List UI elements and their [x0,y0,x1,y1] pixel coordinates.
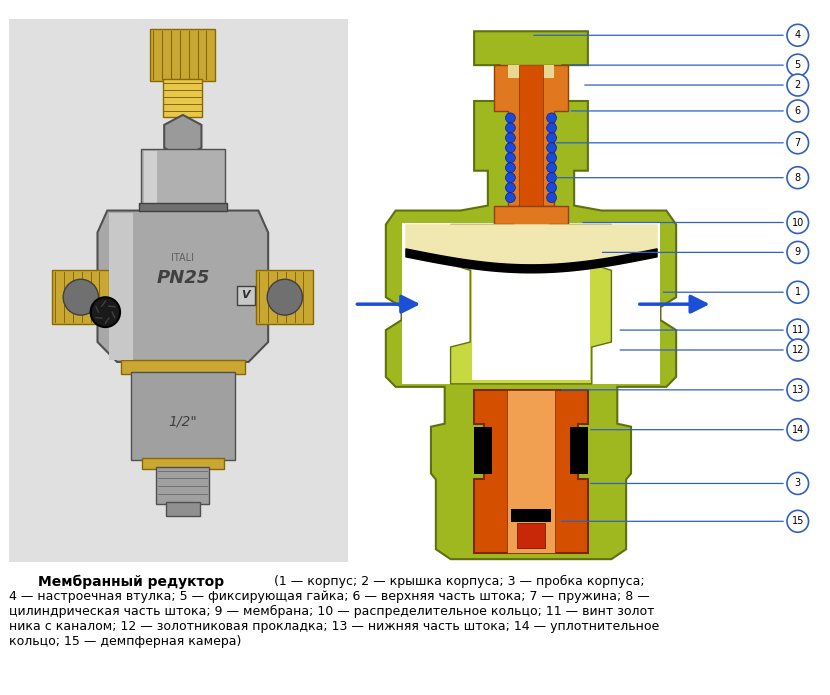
Circle shape [505,153,515,163]
Text: 6: 6 [794,106,801,116]
Bar [144,151,158,208]
Circle shape [505,163,515,172]
Bar [156,466,209,505]
Circle shape [787,379,808,401]
Circle shape [90,297,120,327]
Circle shape [547,113,556,123]
Polygon shape [97,211,268,362]
Circle shape [505,113,515,123]
Bar [164,79,203,117]
Text: 2: 2 [794,80,801,90]
Circle shape [787,473,808,494]
Bar [150,29,215,81]
Bar [121,360,245,374]
Bar [256,270,313,324]
Polygon shape [386,31,676,559]
Text: 1: 1 [794,287,801,297]
Circle shape [787,24,808,46]
Bar [110,213,133,360]
Circle shape [547,133,556,142]
Text: цилиндрическая часть штока; 9 — мембрана; 10 — распределительное кольцо; 11 — ви: цилиндрическая часть штока; 9 — мембрана… [9,605,655,618]
Text: 9: 9 [794,247,801,257]
Bar [520,65,543,213]
Circle shape [547,142,556,153]
Text: (1 — корпус; 2 — крышка корпуса; 3 — пробка корпуса;: (1 — корпус; 2 — крышка корпуса; 3 — про… [274,575,645,588]
Circle shape [787,100,808,122]
Bar [474,427,491,475]
Circle shape [505,142,515,153]
Circle shape [787,54,808,76]
Circle shape [547,123,556,133]
Text: 1/2": 1/2" [168,415,198,429]
Bar [9,19,348,562]
Text: 3: 3 [794,478,801,489]
Text: 15: 15 [792,516,804,526]
Polygon shape [402,222,661,384]
Circle shape [787,319,808,341]
Text: 12: 12 [792,345,804,355]
Circle shape [787,339,808,361]
Text: 14: 14 [792,425,804,434]
Text: 4: 4 [794,31,801,40]
Text: Мембранный редуктор: Мембранный редуктор [38,575,224,589]
Bar [166,502,199,516]
Circle shape [787,281,808,303]
Text: 7: 7 [794,138,801,148]
Polygon shape [494,65,569,206]
Bar [142,457,224,468]
Text: PN25: PN25 [156,269,209,287]
Circle shape [505,133,515,142]
Text: кольцо; 15 — демпферная камера): кольцо; 15 — демпферная камера) [9,635,242,648]
Circle shape [547,183,556,193]
Polygon shape [494,206,569,232]
Circle shape [787,241,808,263]
Bar [517,523,544,548]
Bar [507,390,554,553]
Circle shape [267,279,302,315]
Text: V: V [242,291,250,300]
Circle shape [505,183,515,193]
Bar [511,509,550,523]
Text: ника с каналом; 12 — золотниковая прокладка; 13 — нижняя часть штока; 14 — уплот: ника с каналом; 12 — золотниковая прокла… [9,620,660,633]
Polygon shape [474,390,588,553]
Circle shape [787,211,808,234]
Circle shape [547,172,556,183]
Circle shape [547,193,556,202]
Text: 5: 5 [794,60,801,70]
Text: 13: 13 [792,385,804,395]
Text: 8: 8 [794,172,801,183]
Bar [52,270,110,324]
Polygon shape [451,224,612,384]
Circle shape [547,163,556,172]
Polygon shape [164,115,202,158]
Circle shape [787,418,808,441]
Text: 11: 11 [792,325,804,335]
Text: 10: 10 [792,218,804,227]
Circle shape [505,172,515,183]
Circle shape [505,123,515,133]
Bar [472,252,590,380]
Text: 4 — настроечная втулка; 5 — фиксирующая гайка; 6 — верхняя часть штока; 7 — пруж: 4 — настроечная втулка; 5 — фиксирующая … [9,590,650,603]
Circle shape [63,279,99,315]
Circle shape [547,153,556,163]
Circle shape [787,132,808,154]
Bar [139,202,227,211]
Text: ITALI: ITALI [171,254,194,263]
Bar [140,149,225,211]
Bar [131,372,235,459]
Polygon shape [509,65,554,78]
Circle shape [505,193,515,202]
Bar [570,427,588,475]
Bar [237,286,256,305]
Circle shape [787,74,808,96]
Circle shape [787,167,808,188]
Circle shape [787,510,808,532]
